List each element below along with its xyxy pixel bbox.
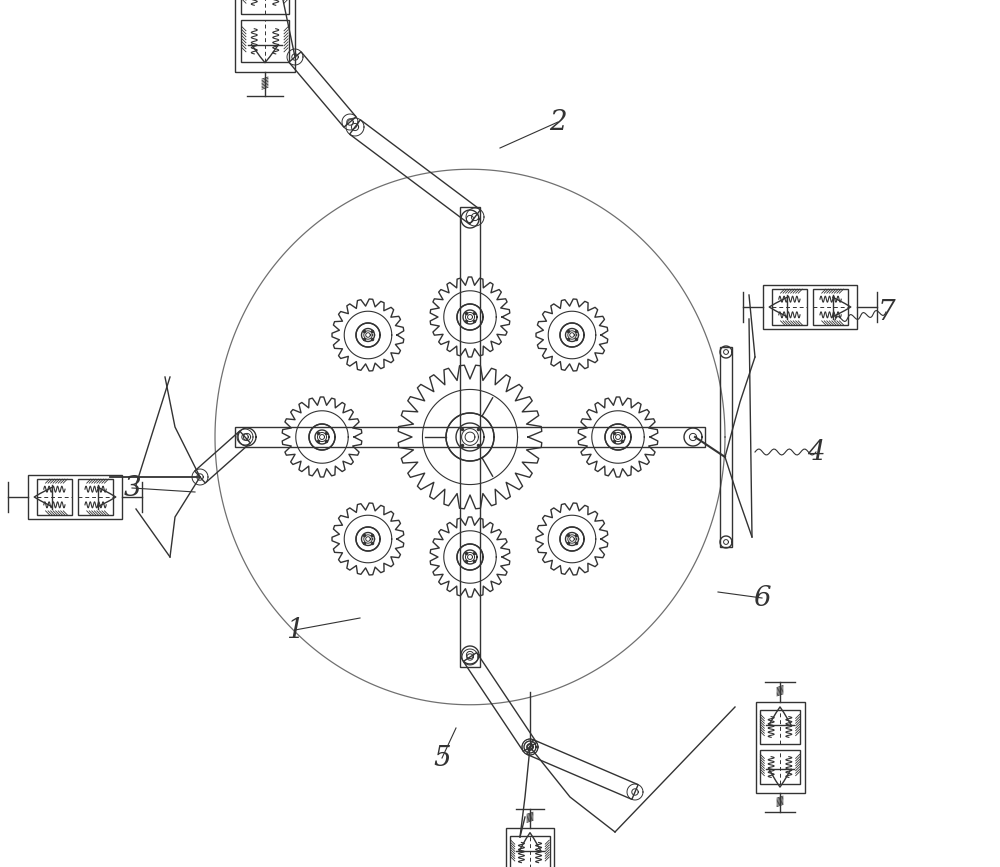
Bar [37,479,72,515]
Bar [813,290,848,325]
Bar [78,479,113,515]
Text: 7: 7 [877,298,895,325]
Bar [760,710,800,744]
Bar [720,347,732,547]
Bar [460,207,480,667]
Bar [760,750,800,785]
Bar [756,701,804,792]
Text: 4: 4 [807,439,825,466]
Text: 6: 6 [753,584,771,611]
Bar [235,0,295,72]
Bar [28,475,122,518]
Text: 2: 2 [549,108,567,135]
Bar [235,427,705,447]
Bar [241,0,289,14]
Bar [772,290,807,325]
Text: 3: 3 [123,474,141,501]
Bar [763,285,857,329]
Text: 1: 1 [286,616,304,643]
Text: 5: 5 [433,745,451,772]
Bar [510,836,550,867]
Bar [506,828,554,867]
Bar [241,20,289,62]
